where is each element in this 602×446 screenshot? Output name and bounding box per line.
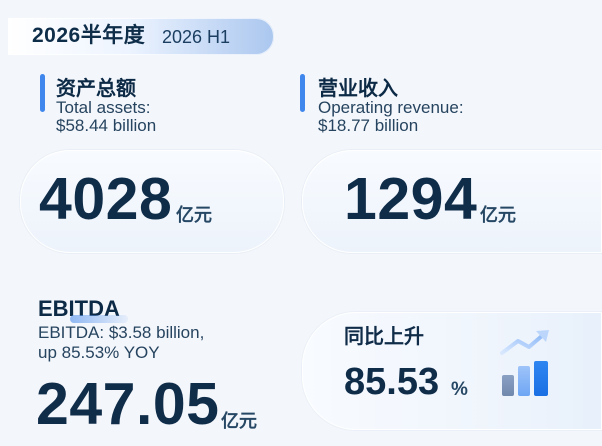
total-assets-unit: 亿元: [176, 205, 212, 225]
operating-revenue-label-en-line1: Operating revenue:: [318, 98, 464, 117]
ebitda-value: 247.05: [36, 371, 220, 437]
operating-revenue-value-card: [302, 150, 602, 253]
total-assets-value: 4028: [39, 166, 173, 232]
period-subtitle: 2026 H1: [162, 27, 231, 47]
ebitda-unit: 亿元: [221, 411, 257, 431]
ebitda-description-line2: up 85.53% YOY: [38, 343, 160, 362]
ebitda-description-line1: EBITDA: $3.58 billion,: [38, 323, 205, 342]
total-assets-value-card: [20, 150, 284, 253]
period-header: 2026半年度 2026 H1: [8, 18, 274, 55]
operating-revenue-value: 1294: [344, 166, 478, 232]
growth-card: [302, 312, 602, 430]
growth-label: 同比上升: [344, 326, 424, 348]
total-assets-marker: [40, 74, 45, 112]
operating-revenue-unit: 亿元: [480, 205, 516, 225]
growth-value: 85.53: [344, 361, 440, 403]
total-assets-label-en-line2: $58.44 billion: [56, 116, 157, 135]
growth-unit: %: [451, 379, 468, 400]
ebitda-title-underline: [70, 315, 128, 323]
total-assets-label-cn: 资产总额: [56, 78, 136, 100]
period-title: 2026半年度: [32, 24, 146, 47]
total-assets-label-en-line1: Total assets:: [56, 98, 151, 117]
operating-revenue-marker: [300, 74, 305, 112]
operating-revenue-label-cn: 营业收入: [318, 78, 398, 100]
bar-trend-up-icon: [500, 327, 555, 399]
operating-revenue-label-en-line2: $18.77 billion: [318, 116, 419, 135]
